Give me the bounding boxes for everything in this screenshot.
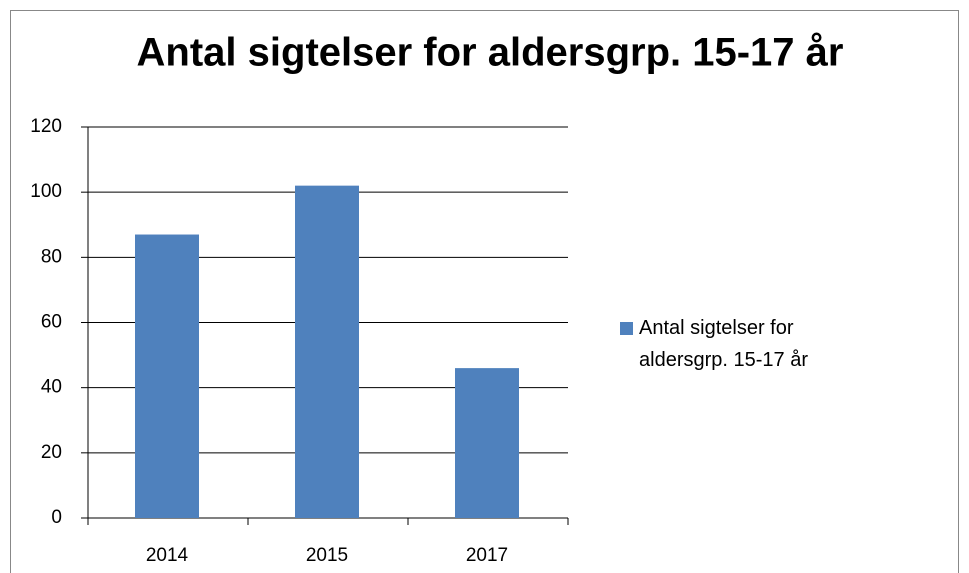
- y-tick-label: 20: [41, 442, 62, 463]
- y-tick-label: 40: [41, 377, 62, 398]
- bar: [295, 185, 359, 518]
- legend-label: Antal sigtelser for aldersgrp. 15-17 år: [639, 317, 808, 371]
- x-tick-label: 2015: [306, 545, 348, 566]
- y-tick-label: 60: [41, 312, 62, 333]
- chart-frame: [10, 10, 959, 573]
- chart-title: Antal sigtelser for aldersgrp. 15-17 år: [137, 31, 844, 75]
- y-tick-label: 120: [30, 116, 62, 137]
- y-tick-label: 100: [30, 181, 62, 202]
- bar: [455, 368, 519, 518]
- bar: [135, 234, 199, 518]
- legend-swatch: [620, 322, 633, 335]
- y-tick-label: 80: [41, 246, 62, 267]
- x-tick-label: 2014: [146, 545, 189, 566]
- legend: Antal sigtelser for aldersgrp. 15-17 år: [620, 312, 820, 376]
- x-tick-label: 2017: [466, 545, 508, 566]
- y-tick-label: 0: [51, 507, 62, 528]
